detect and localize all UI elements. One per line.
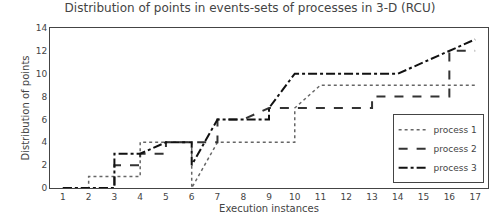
svg-text:14: 14 xyxy=(392,192,404,202)
svg-text:16: 16 xyxy=(444,192,456,202)
svg-text:0: 0 xyxy=(41,183,47,193)
svg-text:8: 8 xyxy=(240,192,246,202)
svg-text:3: 3 xyxy=(112,192,118,202)
svg-text:Distribution of points in even: Distribution of points in events-sets of… xyxy=(65,1,436,15)
svg-text:5: 5 xyxy=(163,192,169,202)
svg-text:7: 7 xyxy=(215,192,221,202)
svg-text:Execution instances: Execution instances xyxy=(219,203,319,214)
svg-text:10: 10 xyxy=(36,69,48,79)
svg-text:6: 6 xyxy=(41,115,47,125)
svg-text:12: 12 xyxy=(341,192,352,202)
svg-text:11: 11 xyxy=(315,192,326,202)
svg-text:15: 15 xyxy=(418,192,429,202)
svg-text:2: 2 xyxy=(86,192,92,202)
svg-text:14: 14 xyxy=(36,23,48,33)
svg-text:17: 17 xyxy=(469,192,480,202)
svg-text:1: 1 xyxy=(60,192,66,202)
svg-text:Distribution of points: Distribution of points xyxy=(20,55,31,160)
svg-text:process 1: process 1 xyxy=(434,125,477,135)
svg-text:4: 4 xyxy=(137,192,143,202)
svg-text:9: 9 xyxy=(266,192,272,202)
svg-text:12: 12 xyxy=(36,46,47,56)
svg-text:10: 10 xyxy=(289,192,301,202)
svg-text:2: 2 xyxy=(41,160,47,170)
svg-text:process 2: process 2 xyxy=(434,144,477,154)
svg-text:6: 6 xyxy=(189,192,195,202)
svg-text:13: 13 xyxy=(366,192,377,202)
svg-text:process 3: process 3 xyxy=(434,163,477,173)
svg-text:4: 4 xyxy=(41,137,47,147)
svg-text:8: 8 xyxy=(41,92,47,102)
